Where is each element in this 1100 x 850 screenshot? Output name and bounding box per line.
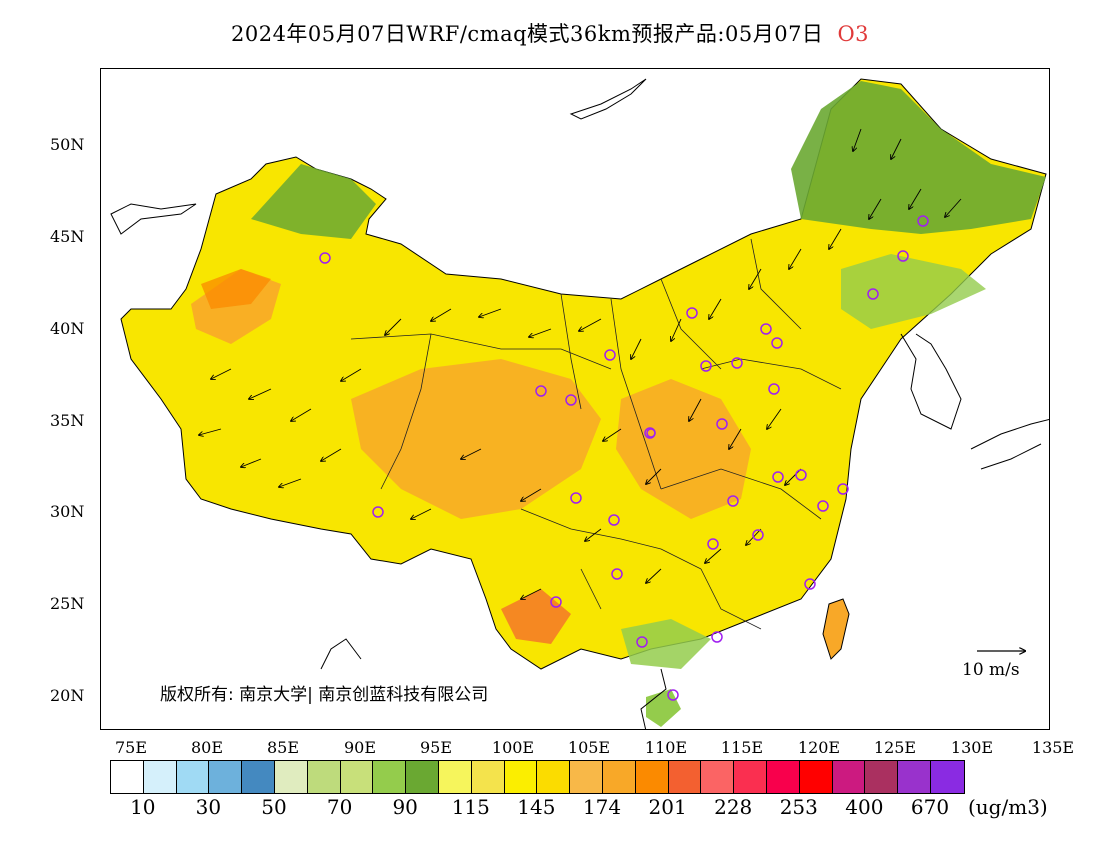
colorbar-label: 174 — [582, 795, 622, 819]
lon-label-110e: 110E — [644, 738, 688, 757]
colorbar-cell — [766, 761, 800, 793]
lon-label-85e: 85E — [266, 738, 300, 757]
lon-label-130e: 130E — [950, 738, 994, 757]
colorbar-label: 115 — [451, 795, 490, 819]
colorbar-label: 50 — [261, 795, 287, 819]
lon-label-120e: 120E — [797, 738, 841, 757]
colorbar-cell — [471, 761, 505, 793]
colorbar-cell — [930, 761, 964, 793]
colorbar-label: 90 — [392, 795, 418, 819]
lon-label-125e: 125E — [873, 738, 917, 757]
colorbar-label: 228 — [714, 795, 753, 819]
colorbar-cell — [143, 761, 177, 793]
coastline-baikal — [569, 78, 647, 120]
lon-label-75e: 75E — [114, 738, 148, 757]
colorbar-cell — [438, 761, 472, 793]
orange-region-plateau — [351, 359, 601, 519]
colorbar-cell — [734, 761, 767, 793]
coastline-kazakh-lake — [110, 203, 197, 235]
colorbar-cell — [340, 761, 374, 793]
colorbar-cell — [373, 761, 407, 793]
wind-vectors — [199, 128, 962, 599]
colorbar-cell — [799, 761, 833, 793]
colorbar-label: 201 — [648, 795, 687, 819]
colorbar-cell — [209, 761, 243, 793]
green-region-northeast — [791, 81, 1046, 234]
colorbar-cell — [832, 761, 866, 793]
lat-label-35n: 35N — [50, 411, 85, 430]
map-frame — [100, 68, 1050, 730]
wind-scale-label: 10 m/s — [962, 660, 1020, 680]
lat-label-30n: 30N — [50, 502, 85, 521]
coastline-korea — [900, 333, 962, 430]
colorbar-label: 70 — [326, 795, 353, 819]
colorbar-cell — [406, 761, 439, 793]
species-label: O3 — [837, 22, 870, 46]
lat-label-45n: 45N — [50, 227, 85, 246]
colorbar-cell — [635, 761, 669, 793]
orange-region-north-xj — [201, 269, 271, 309]
lat-label-20n: 20N — [50, 686, 85, 705]
green-region-xj-north — [251, 164, 376, 239]
colorbar-cell — [668, 761, 702, 793]
colorbar-cell — [537, 761, 571, 793]
colorbar-cell — [242, 761, 275, 793]
lon-label-80e: 80E — [190, 738, 224, 757]
colorbar-cell — [111, 761, 144, 793]
colorbar-label: 670 — [910, 795, 950, 819]
province-boundaries — [350, 238, 842, 630]
taiwan-island — [822, 598, 850, 660]
title-text: 2024年05月07日WRF/cmaq模式36km预报产品:05月07日 — [230, 22, 824, 46]
colorbar-label: 400 — [845, 795, 884, 819]
lon-label-105e: 105E — [567, 738, 611, 757]
colorbar-cell — [865, 761, 899, 793]
colorbar-label: 10 — [130, 795, 156, 819]
units-label: (ug/m3) — [968, 795, 1048, 819]
map-title: 2024年05月07日WRF/cmaq模式36km预报产品:05月07日 O3 — [0, 18, 1100, 48]
orange-region-south — [501, 589, 571, 644]
colorbar-cell — [176, 761, 210, 793]
colorbar — [110, 760, 965, 794]
lon-label-95e: 95E — [419, 738, 453, 757]
lon-label-115e: 115E — [720, 738, 764, 757]
colorbar-cell — [274, 761, 308, 793]
lon-label-135e: 135E — [1031, 738, 1075, 757]
green-region-hainan — [646, 689, 681, 727]
colorbar-label: 30 — [195, 795, 222, 819]
lat-label-40n: 40N — [50, 319, 85, 338]
colorbar-cell — [307, 761, 341, 793]
coastline-indochina — [320, 638, 667, 729]
lat-label-25n: 25N — [50, 594, 85, 613]
colorbar-label: 253 — [779, 795, 818, 819]
copyright-text: 版权所有: 南京大学| 南京创蓝科技有限公司 — [160, 685, 489, 705]
colorbar-cell — [570, 761, 603, 793]
colorbar-label: 145 — [517, 795, 556, 819]
ozone-map — [110, 78, 1049, 729]
lat-label-50n: 50N — [50, 135, 85, 154]
city-markers — [319, 215, 929, 701]
colorbar-cell — [602, 761, 636, 793]
green-region-south-coast — [621, 619, 711, 669]
lon-label-100e: 100E — [491, 738, 535, 757]
colorbar-cell — [898, 761, 931, 793]
colorbar-cell — [701, 761, 735, 793]
lon-label-90e: 90E — [343, 738, 377, 757]
green-region-liaoning — [841, 254, 986, 329]
coastline-japan — [970, 418, 1049, 470]
colorbar-cell — [504, 761, 538, 793]
